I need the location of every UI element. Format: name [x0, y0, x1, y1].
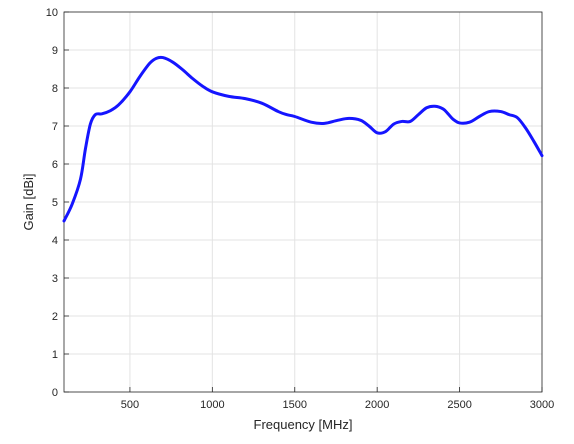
x-tick-label: 2500 — [447, 399, 471, 411]
y-tick-label: 3 — [52, 273, 58, 285]
series-line-0 — [62, 55, 544, 223]
y-tick-label: 4 — [52, 235, 58, 247]
series-layer — [62, 55, 544, 223]
x-tick-label: 1500 — [283, 399, 307, 411]
y-tick-label: 9 — [52, 45, 58, 57]
x-tick-label: 2000 — [365, 399, 389, 411]
x-tick-label: 500 — [121, 399, 139, 411]
y-tick-label: 10 — [46, 7, 58, 19]
x-axis-label: Frequency [MHz] — [254, 417, 353, 432]
y-tick-label: 8 — [52, 83, 58, 95]
y-tick-label: 7 — [52, 121, 58, 133]
x-tick-label: 3000 — [530, 399, 554, 411]
y-tick-label: 6 — [52, 159, 58, 171]
y-axis-label: Gain [dBi] — [21, 173, 36, 230]
y-tick-label: 1 — [52, 349, 58, 361]
y-tick-label: 5 — [52, 197, 58, 209]
axis-ticks: 500 1000 1500 2000 2500 3000 0 1 2 3 4 5 6 7 8 9 10 — [46, 7, 554, 411]
y-tick-label: 0 — [52, 387, 58, 399]
grid — [64, 11, 543, 393]
x-tick-label: 1000 — [200, 399, 224, 411]
y-tick-label: 2 — [52, 311, 58, 323]
